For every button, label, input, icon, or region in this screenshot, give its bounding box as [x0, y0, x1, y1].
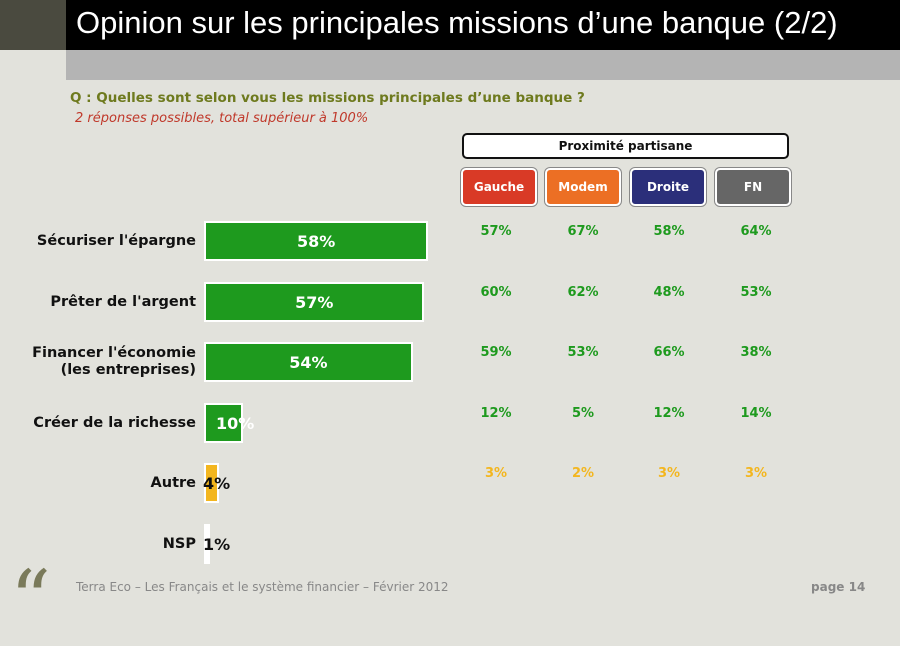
- party-header-fn: FN: [715, 168, 791, 206]
- bar-value-label: 54%: [289, 352, 328, 372]
- party-value-fn: 3%: [744, 466, 768, 481]
- footer-source: Terra Eco – Les Français et le système f…: [76, 580, 449, 594]
- category-label: NSP: [162, 535, 196, 552]
- bar: [204, 342, 413, 382]
- bar: [204, 524, 210, 564]
- bar-value-label: 10%: [216, 413, 255, 433]
- party-value-droite: 12%: [653, 406, 685, 421]
- category-label: Prêter de l'argent: [50, 293, 196, 310]
- question-text: Q : Quelles sont selon vous les missions…: [70, 90, 585, 106]
- category-label: Autre: [150, 474, 196, 491]
- bar-value-label: 57%: [295, 292, 334, 312]
- page-title: Opinion sur les principales missions d’u…: [76, 5, 838, 40]
- party-value-gauche: 57%: [480, 224, 512, 239]
- page-number: page 14: [811, 580, 866, 594]
- party-header-modem: Modem: [545, 168, 621, 206]
- party-value-fn: 14%: [740, 406, 772, 421]
- bar-value-label: 4%: [203, 473, 231, 493]
- header-left-strip: [0, 0, 66, 50]
- bar: [204, 221, 428, 261]
- party-value-gauche: 3%: [484, 466, 508, 481]
- party-header-gauche: Gauche: [461, 168, 537, 206]
- party-value-droite: 58%: [653, 224, 685, 239]
- party-value-modem: 62%: [567, 285, 599, 300]
- bar: [204, 282, 425, 322]
- party-value-fn: 38%: [740, 345, 772, 360]
- bar: [204, 463, 220, 503]
- category-label: Sécuriser l'épargne: [36, 232, 196, 249]
- party-value-gauche: 12%: [480, 406, 512, 421]
- category-label: Financer l'économie (les entreprises): [32, 345, 196, 378]
- party-header-droite: Droite: [630, 168, 706, 206]
- party-value-droite: 48%: [653, 285, 685, 300]
- party-value-modem: 67%: [567, 224, 599, 239]
- proximity-header: Proximité partisane: [462, 133, 789, 159]
- header-band: [66, 50, 900, 80]
- party-value-modem: 2%: [571, 466, 595, 481]
- party-value-droite: 3%: [657, 466, 681, 481]
- party-value-modem: 5%: [571, 406, 595, 421]
- party-value-fn: 64%: [740, 224, 772, 239]
- party-value-modem: 53%: [567, 345, 599, 360]
- bar: [204, 403, 243, 443]
- party-value-gauche: 59%: [480, 345, 512, 360]
- party-value-droite: 66%: [653, 345, 685, 360]
- title-bar: Opinion sur les principales missions d’u…: [66, 0, 900, 50]
- party-value-fn: 53%: [740, 285, 772, 300]
- bar-value-label: 58%: [297, 231, 336, 251]
- category-label: Créer de la richesse: [33, 414, 196, 431]
- bar-value-label: 1%: [203, 534, 231, 554]
- subtitle-text: 2 réponses possibles, total supérieur à …: [75, 111, 369, 126]
- quote-icon: “: [10, 553, 51, 646]
- party-value-gauche: 60%: [480, 285, 512, 300]
